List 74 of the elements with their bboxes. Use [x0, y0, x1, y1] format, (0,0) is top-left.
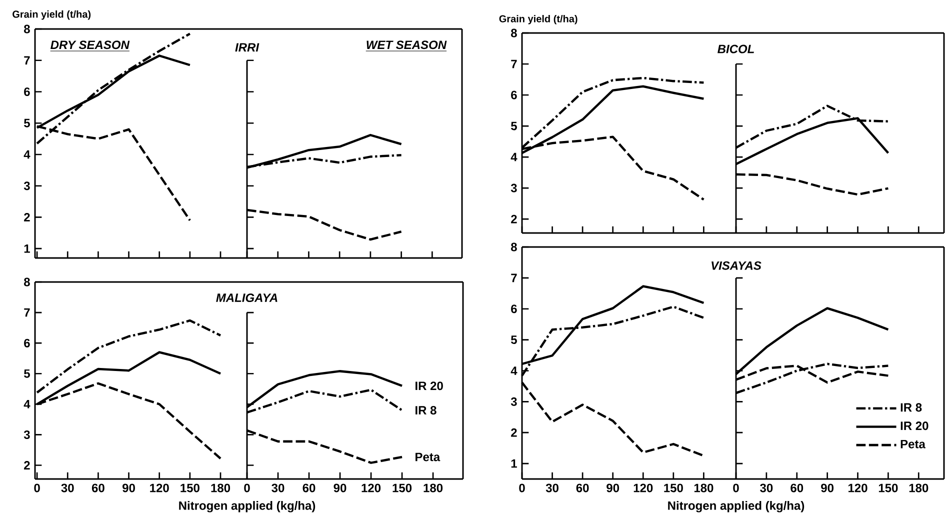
y-tick-label: 7: [24, 56, 30, 65]
series-label: Peta: [416, 452, 440, 462]
y-tick-label: 6: [511, 90, 517, 100]
y-tick-label: 8: [510, 242, 517, 252]
x-axis-title: Nitrogen applied (kg/ha): [668, 501, 804, 512]
y-tick-label: 8: [510, 28, 517, 38]
annotation: WET SEASON: [366, 40, 447, 50]
y-tick-label: 3: [24, 182, 30, 190]
y-tick-label: 4: [24, 400, 30, 408]
x-tick-label: 30: [272, 484, 284, 492]
x-tick-label: 120: [150, 484, 169, 492]
x-tick-label: 0: [34, 484, 40, 492]
x-tick-label: 120: [362, 484, 381, 492]
x-tick-label: 150: [664, 484, 683, 492]
x-tick-label: 0: [733, 484, 739, 492]
y-tick-label: 6: [511, 304, 517, 314]
legend-label: IR 8: [900, 403, 922, 412]
x-tick-label: 180: [694, 484, 714, 492]
y-tick-label: 6: [24, 88, 30, 96]
y-tick-label: 3: [510, 398, 517, 406]
x-tick-label: 60: [790, 484, 804, 492]
y-tick-label: 4: [24, 150, 30, 159]
y-tick-label: 7: [511, 274, 517, 282]
x-tick-label: 90: [122, 484, 135, 492]
x-tick-label: 120: [848, 484, 868, 492]
x-tick-label: 90: [606, 484, 620, 492]
series-label: IR 20: [416, 382, 443, 390]
y-axis-title: Grain yield (t/ha): [12, 10, 91, 20]
x-tick-label: 150: [180, 484, 200, 492]
y-tick-label: 5: [510, 122, 517, 130]
y-tick-label: 4: [510, 366, 518, 376]
x-tick-label: 0: [244, 484, 250, 492]
legend-label: IR 20: [900, 422, 928, 430]
text: IRRI: [235, 43, 260, 52]
x-tick-label: 150: [878, 484, 898, 492]
y-tick-label: 8: [24, 24, 30, 34]
y-tick-label: 2: [24, 461, 30, 470]
text: VISAYAS: [712, 261, 762, 270]
y-tick-label: 3: [510, 184, 517, 192]
y-tick-label: 2: [511, 428, 517, 437]
x-tick-label: 60: [92, 484, 104, 492]
x-tick-label: 30: [61, 484, 74, 492]
y-tick-label: 3: [24, 430, 30, 440]
y-tick-label: 5: [24, 370, 30, 378]
legend-label: Peta: [900, 440, 926, 448]
y-tick-label: 1: [511, 460, 517, 468]
x-axis-title: Nitrogen applied (kg/ha): [179, 501, 316, 512]
x-tick-label: 90: [821, 484, 834, 492]
y-tick-label: 5: [24, 119, 30, 128]
x-tick-label: 60: [302, 484, 316, 492]
y-tick-label: 4: [510, 153, 518, 162]
x-tick-label: 120: [634, 484, 653, 492]
x-tick-label: 60: [576, 484, 589, 492]
y-tick-label: 7: [24, 308, 30, 317]
x-tick-label: 0: [519, 484, 525, 492]
y-tick-label: 7: [511, 60, 517, 68]
x-tick-label: 30: [760, 484, 773, 492]
y-tick-label: 5: [510, 336, 517, 344]
y-tick-label: 8: [24, 278, 30, 286]
x-tick-label: 180: [909, 484, 928, 492]
x-tick-label: 180: [211, 484, 230, 492]
series-label: IR 8: [416, 406, 436, 415]
x-tick-label: 180: [424, 484, 443, 492]
y-tick-label: 2: [511, 214, 517, 224]
x-tick-label: 30: [546, 484, 558, 492]
y-tick-label: 2: [24, 213, 30, 222]
y-tick-label: 1: [24, 244, 30, 253]
y-tick-label: 6: [24, 338, 30, 348]
x-tick-label: 150: [392, 484, 412, 492]
annotation: DRY SEASON: [50, 40, 130, 50]
x-tick-label: 90: [334, 484, 346, 492]
text: BICOL: [718, 44, 754, 54]
text: MALIGAYA: [216, 294, 278, 302]
y-axis-title: Grain yield (t/ha): [499, 15, 578, 24]
